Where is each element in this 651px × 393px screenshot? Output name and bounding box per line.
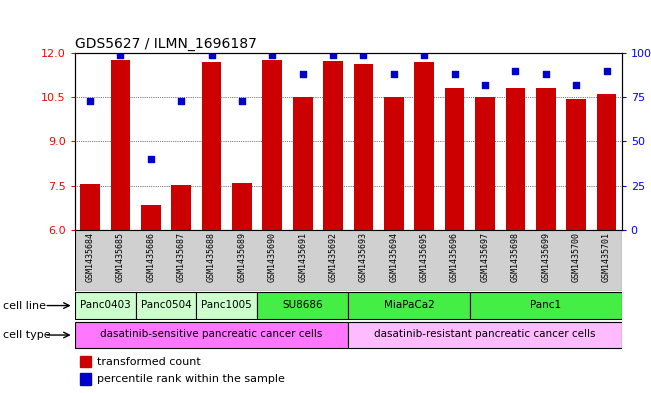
- Text: Panc1: Panc1: [530, 300, 561, 310]
- Text: GSM1435688: GSM1435688: [207, 232, 216, 282]
- Point: [389, 71, 399, 77]
- Point: [176, 97, 186, 104]
- Text: GSM1435694: GSM1435694: [389, 232, 398, 282]
- Point: [328, 51, 339, 58]
- Bar: [348, 230, 379, 291]
- Text: GSM1435687: GSM1435687: [176, 232, 186, 282]
- Text: dasatinib-resistant pancreatic cancer cells: dasatinib-resistant pancreatic cancer ce…: [374, 329, 596, 340]
- Point: [449, 71, 460, 77]
- Point: [115, 51, 126, 58]
- Bar: [257, 292, 348, 319]
- Bar: [409, 230, 439, 291]
- Bar: [75, 292, 135, 319]
- Bar: [197, 292, 257, 319]
- Text: Panc0504: Panc0504: [141, 300, 191, 310]
- Text: cell line: cell line: [3, 301, 46, 310]
- Text: GSM1435698: GSM1435698: [511, 232, 520, 282]
- Text: GSM1435692: GSM1435692: [329, 232, 338, 282]
- Text: dasatinib-sensitive pancreatic cancer cells: dasatinib-sensitive pancreatic cancer ce…: [100, 329, 323, 340]
- Bar: [262, 59, 283, 230]
- Bar: [171, 185, 191, 230]
- Bar: [197, 230, 227, 291]
- Bar: [536, 88, 555, 230]
- Bar: [135, 230, 166, 291]
- Point: [571, 82, 581, 88]
- Text: GSM1435691: GSM1435691: [298, 232, 307, 282]
- Point: [358, 51, 368, 58]
- Bar: [379, 230, 409, 291]
- Text: GSM1435686: GSM1435686: [146, 232, 156, 282]
- Bar: [288, 230, 318, 291]
- Bar: [561, 230, 591, 291]
- Bar: [80, 373, 91, 385]
- Bar: [293, 97, 312, 230]
- Bar: [414, 62, 434, 230]
- Text: MiaPaCa2: MiaPaCa2: [383, 300, 434, 310]
- Point: [237, 97, 247, 104]
- Text: GSM1435689: GSM1435689: [238, 232, 247, 282]
- Bar: [475, 97, 495, 230]
- Bar: [75, 230, 105, 291]
- Bar: [111, 61, 130, 230]
- Point: [85, 97, 95, 104]
- Point: [540, 71, 551, 77]
- Bar: [596, 94, 616, 230]
- Point: [419, 51, 430, 58]
- Bar: [135, 292, 197, 319]
- Text: GDS5627 / ILMN_1696187: GDS5627 / ILMN_1696187: [75, 37, 256, 51]
- Bar: [80, 356, 91, 367]
- Point: [267, 51, 277, 58]
- Bar: [105, 230, 135, 291]
- Text: transformed count: transformed count: [97, 356, 201, 367]
- Text: cell type: cell type: [3, 330, 51, 340]
- Bar: [566, 99, 586, 230]
- Bar: [591, 230, 622, 291]
- Bar: [75, 322, 348, 348]
- Bar: [500, 230, 531, 291]
- Point: [146, 156, 156, 162]
- Bar: [318, 230, 348, 291]
- Bar: [166, 230, 197, 291]
- Text: GSM1435697: GSM1435697: [480, 232, 490, 282]
- Text: Panc1005: Panc1005: [201, 300, 252, 310]
- Point: [602, 68, 612, 74]
- Bar: [445, 88, 465, 230]
- Text: GSM1435690: GSM1435690: [268, 232, 277, 282]
- Bar: [531, 230, 561, 291]
- Bar: [505, 88, 525, 230]
- Text: percentile rank within the sample: percentile rank within the sample: [97, 374, 284, 384]
- Bar: [227, 230, 257, 291]
- Text: GSM1435701: GSM1435701: [602, 232, 611, 282]
- Point: [206, 51, 217, 58]
- Bar: [202, 62, 221, 230]
- Bar: [80, 184, 100, 230]
- Text: GSM1435693: GSM1435693: [359, 232, 368, 282]
- Text: SU8686: SU8686: [283, 300, 323, 310]
- Text: GSM1435699: GSM1435699: [541, 232, 550, 282]
- Bar: [257, 230, 288, 291]
- Point: [480, 82, 490, 88]
- Text: GSM1435696: GSM1435696: [450, 232, 459, 282]
- Bar: [470, 230, 500, 291]
- Bar: [141, 205, 161, 230]
- Text: GSM1435684: GSM1435684: [85, 232, 94, 282]
- Bar: [470, 292, 622, 319]
- Text: GSM1435695: GSM1435695: [420, 232, 429, 282]
- Bar: [323, 61, 343, 230]
- Bar: [232, 183, 252, 230]
- Point: [298, 71, 308, 77]
- Point: [510, 68, 521, 74]
- Text: Panc0403: Panc0403: [80, 300, 131, 310]
- Bar: [348, 292, 470, 319]
- Bar: [384, 97, 404, 230]
- Bar: [348, 322, 622, 348]
- Text: GSM1435685: GSM1435685: [116, 232, 125, 282]
- Bar: [439, 230, 470, 291]
- Bar: [353, 64, 374, 230]
- Text: GSM1435700: GSM1435700: [572, 232, 581, 282]
